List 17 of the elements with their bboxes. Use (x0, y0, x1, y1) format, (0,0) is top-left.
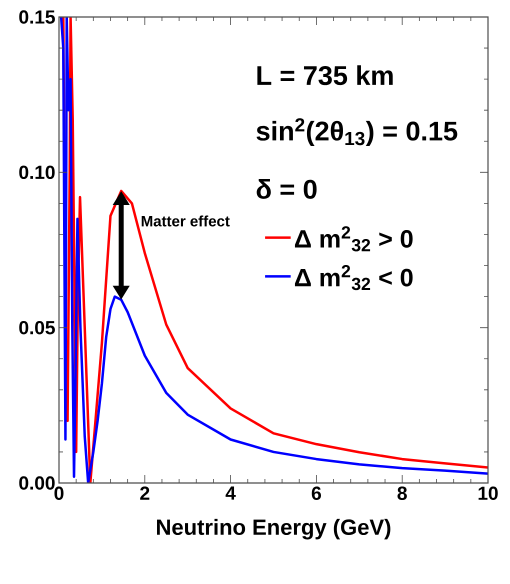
x-tick-label: 0 (54, 486, 64, 500)
x-tick-label: 2 (140, 486, 150, 500)
x-axis-title: Neutrino Energy (GeV) (157, 518, 390, 540)
x-tick-label: 8 (398, 486, 407, 500)
x-tick-label: 6 (312, 486, 321, 500)
x-tick-label: 4 (226, 486, 236, 500)
y-tick-label: 0.00 (19, 476, 55, 490)
annotation: Matter effect (142, 215, 230, 226)
y-tick-label: 0.10 (19, 166, 55, 180)
y-tick-label: 0.05 (19, 320, 55, 334)
x-tick-label: 10 (478, 486, 498, 500)
annotation: L = 735 km (257, 65, 393, 86)
annotation: sin$^{2}$(2θ$_{13}$) = 0.15 (256, 118, 458, 146)
legend-label: Δ m$^{2}$$_{32}$ > 0 (294, 226, 413, 252)
y-tick-label: 0.15 (19, 10, 55, 24)
legend-label: Δ m$^{2}$$_{32}$ < 0 (294, 264, 413, 290)
annotation: δ = 0 (256, 179, 317, 199)
